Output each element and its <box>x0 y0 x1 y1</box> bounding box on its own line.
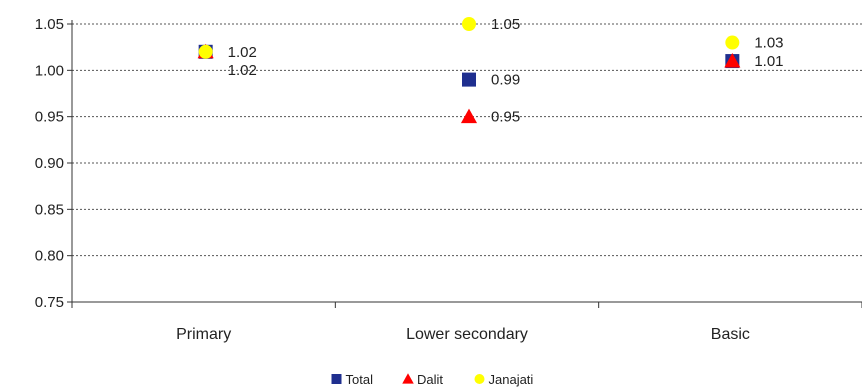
data-point-janajati <box>462 17 476 31</box>
legend-marker-dalit <box>402 373 414 384</box>
y-tick-labels: 1.05 1.00 0.95 0.90 0.85 0.80 0.75 <box>35 16 64 311</box>
data-label: 0.99 <box>491 72 520 89</box>
data-labels: 1.021.02 1.05 0.99 0.95 1.031.01 <box>228 16 784 126</box>
data-point-dalit <box>724 53 741 68</box>
data-label: 1.05 <box>491 16 520 33</box>
legend-label-total: Total <box>346 372 374 387</box>
y-tick-label: 1.00 <box>35 62 64 79</box>
data-point-janajati <box>725 35 740 50</box>
legend-marker-janajati <box>474 374 485 384</box>
legend: Total Dalit Janajati <box>331 372 534 387</box>
y-tick-label: 0.75 <box>35 294 64 311</box>
x-category-label: Primary <box>176 326 231 343</box>
legend-label-dalit: Dalit <box>417 372 443 387</box>
data-label: 1.02 <box>228 44 257 61</box>
y-tick-label: 0.95 <box>35 109 64 126</box>
y-tick-label: 0.85 <box>35 201 64 218</box>
x-category-label: Lower secondary <box>406 326 528 343</box>
y-tick-label: 0.80 <box>35 248 64 265</box>
legend-label-janajati: Janajati <box>489 372 534 387</box>
gridlines <box>72 23 862 257</box>
x-category-labels: Primary Lower secondary Basic <box>176 326 750 343</box>
data-point-dalit <box>460 108 478 124</box>
data-label: 1.01 <box>754 53 783 70</box>
y-tick-label: 1.05 <box>35 16 64 33</box>
data-point-janajati <box>198 44 213 59</box>
data-label: 1.02 <box>228 62 257 79</box>
data-label: 1.03 <box>754 35 783 52</box>
axes <box>67 20 862 308</box>
data-label: 0.95 <box>491 109 520 126</box>
data-points <box>197 17 741 124</box>
y-tick-label: 0.90 <box>35 155 64 172</box>
x-category-label: Basic <box>711 326 750 343</box>
legend-marker-total <box>331 374 342 384</box>
data-point-total <box>462 72 476 87</box>
